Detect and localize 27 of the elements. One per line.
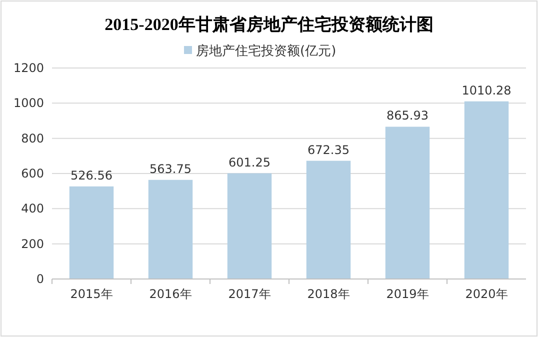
x-tick-label: 2019年 <box>386 287 429 301</box>
bar <box>306 160 351 279</box>
data-label: 601.25 <box>228 155 270 170</box>
chart-title: 2015-2020年甘肃省房地产住宅投资额统计图 <box>104 15 434 34</box>
y-tick-label: 200 <box>21 236 44 251</box>
y-tick-label: 1000 <box>13 96 44 110</box>
bar <box>227 173 272 279</box>
y-tick-label: 1200 <box>13 61 44 75</box>
x-tick-label: 2018年 <box>307 287 350 301</box>
y-tick-label: 600 <box>21 166 44 180</box>
data-label: 865.93 <box>386 108 428 123</box>
bar <box>385 126 430 279</box>
data-label: 526.56 <box>70 168 112 182</box>
y-tick-label: 800 <box>21 131 44 146</box>
bar <box>148 180 193 279</box>
x-tick-label: 2015年 <box>70 287 113 301</box>
y-tick-label: 0 <box>36 272 44 286</box>
x-tick-label: 2020年 <box>465 287 508 301</box>
x-tick-label: 2017年 <box>228 287 271 301</box>
x-tick-label: 2016年 <box>149 287 192 301</box>
data-label: 672.35 <box>308 142 350 157</box>
bar <box>464 101 509 279</box>
y-tick-label: 400 <box>21 202 44 216</box>
data-label: 1010.28 <box>462 83 512 98</box>
bar <box>69 186 114 279</box>
data-label: 563.75 <box>150 162 192 176</box>
legend-label: 房地产住宅投资额(亿元) <box>196 43 336 59</box>
